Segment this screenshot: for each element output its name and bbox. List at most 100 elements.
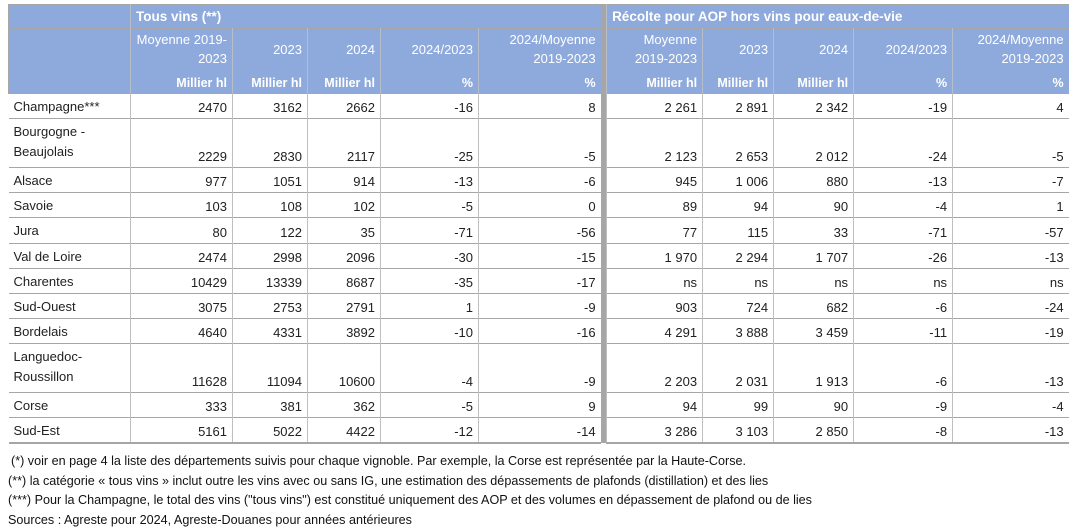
- data-cell: 2662: [307, 92, 381, 119]
- table-row: Corse 333 381 362 -5 9 94 99 90 -9 -4: [8, 392, 1069, 418]
- group-divider: [600, 28, 607, 72]
- data-cell: 2229: [130, 118, 233, 168]
- data-cell: -57: [952, 217, 1069, 244]
- group-divider: [600, 392, 607, 418]
- group-divider: [600, 268, 607, 294]
- data-cell: -5: [380, 392, 479, 418]
- data-cell: 2 653: [702, 118, 774, 168]
- data-cell: 2998: [232, 242, 308, 269]
- group-divider: [600, 243, 607, 269]
- data-cell: 115: [702, 217, 774, 244]
- data-cell: 724: [702, 292, 774, 319]
- data-cell: 2791: [307, 292, 381, 319]
- data-cell: 2 123: [606, 118, 703, 168]
- data-cell: 3075: [130, 292, 233, 319]
- data-cell: -9: [477, 292, 601, 319]
- data-cell: -26: [853, 242, 953, 269]
- data-cell: 1 913: [773, 343, 854, 393]
- data-cell: -30: [380, 242, 479, 269]
- group-divider: [600, 192, 607, 218]
- data-cell: 1 970: [606, 242, 703, 269]
- data-cell: 94: [702, 192, 774, 218]
- data-cell: -13: [952, 417, 1069, 445]
- data-cell: 4331: [232, 317, 308, 344]
- data-cell: -71: [853, 217, 953, 244]
- data-cell: 880: [773, 167, 854, 193]
- data-cell: 4422: [307, 417, 381, 445]
- data-cell: ns: [853, 267, 953, 294]
- row-label: Bourgogne - Beaujolais: [8, 118, 131, 168]
- data-cell: 5022: [232, 417, 308, 445]
- table-row: Bourgogne - Beaujolais 2229 2830 2117 -25 -5 2 …: [8, 118, 1069, 168]
- footnote-3: (***) Pour la Champagne, le total des vi…: [8, 493, 812, 508]
- corner-cell: [8, 71, 131, 94]
- data-cell: 108: [232, 192, 308, 218]
- table-row: Savoie 103 108 102 -5 0 89 94 90 -4 1: [8, 192, 1069, 218]
- data-cell: -4: [853, 192, 953, 218]
- unit-header: Millier hl: [307, 71, 381, 94]
- table-row: Languedoc- Roussillon 11628 11094 10600 -4 -9 2…: [8, 343, 1069, 393]
- data-cell: -19: [853, 92, 953, 119]
- data-cell: -10: [380, 317, 479, 344]
- data-cell: 2 342: [773, 92, 854, 119]
- data-cell: 977: [130, 167, 233, 193]
- data-cell: 903: [606, 292, 703, 319]
- row-label: Sud-Est: [8, 417, 131, 445]
- data-cell: 94: [606, 392, 703, 418]
- group-header-row: Tous vins (**) Récolte pour AOP hors vin…: [8, 4, 1069, 29]
- data-cell: -24: [853, 118, 953, 168]
- row-label: Bordelais: [8, 317, 131, 344]
- row-label: Jura: [8, 217, 131, 244]
- data-cell: -5: [952, 118, 1069, 168]
- row-label: Sud-Ouest: [8, 292, 131, 319]
- col-header-moyenne: Moyenne 2019-2023: [130, 28, 233, 72]
- group-divider: [600, 167, 607, 193]
- data-cell: 35: [307, 217, 381, 244]
- unit-header: Millier hl: [232, 71, 308, 94]
- data-cell: -4: [380, 343, 479, 393]
- data-cell: 3 888: [702, 317, 774, 344]
- data-cell: 5161: [130, 417, 233, 445]
- table-header: Tous vins (**) Récolte pour AOP hors vin…: [8, 4, 1069, 94]
- data-cell: -16: [380, 92, 479, 119]
- table-row: Val de Loire 2474 2998 2096 -30 -15 1 970 2 294…: [8, 242, 1069, 269]
- footnote-sources: Sources : Agreste pour 2024, Agreste-Dou…: [8, 512, 412, 527]
- row-label: Languedoc- Roussillon: [8, 343, 131, 393]
- corner-cell: [8, 28, 131, 72]
- data-cell: 2470: [130, 92, 233, 119]
- data-cell: -16: [477, 317, 601, 344]
- data-cell: -4: [952, 392, 1069, 418]
- data-cell: -35: [380, 267, 479, 294]
- data-cell: 11094: [232, 343, 308, 393]
- data-cell: 4: [952, 92, 1069, 119]
- group-divider: [600, 343, 607, 393]
- data-cell: 682: [773, 292, 854, 319]
- column-header-row: Moyenne 2019-2023 2023 2024 2024/2023 20…: [8, 28, 1069, 72]
- data-cell: 2 012: [773, 118, 854, 168]
- col-header-2024-2023: 2024/2023: [853, 28, 953, 72]
- data-cell: -8: [853, 417, 953, 445]
- unit-header-row: Millier hl Millier hl Millier hl % % Mil…: [8, 71, 1069, 94]
- data-cell: -9: [477, 343, 601, 393]
- data-cell: -13: [952, 242, 1069, 269]
- data-cell: 1: [380, 292, 479, 319]
- data-cell: 362: [307, 392, 381, 418]
- data-cell: -9: [853, 392, 953, 418]
- data-cell: -6: [477, 167, 601, 193]
- data-cell: ns: [702, 267, 774, 294]
- data-cell: 381: [232, 392, 308, 418]
- data-cell: -5: [477, 118, 601, 168]
- data-cell: 9: [477, 392, 601, 418]
- data-cell: -13: [380, 167, 479, 193]
- data-cell: -5: [380, 192, 479, 218]
- data-cell: 2 261: [606, 92, 703, 119]
- data-cell: -11: [853, 317, 953, 344]
- table-row: Sud-Ouest 3075 2753 2791 1 -9 903 724 682 -6 -24: [8, 292, 1069, 319]
- data-cell: -56: [477, 217, 601, 244]
- group-header-tous-vins: Tous vins (**): [129, 4, 601, 29]
- data-cell: -13: [952, 343, 1069, 393]
- unit-header: Millier hl: [606, 71, 703, 94]
- data-cell: 1051: [232, 167, 308, 193]
- data-cell: -13: [853, 167, 953, 193]
